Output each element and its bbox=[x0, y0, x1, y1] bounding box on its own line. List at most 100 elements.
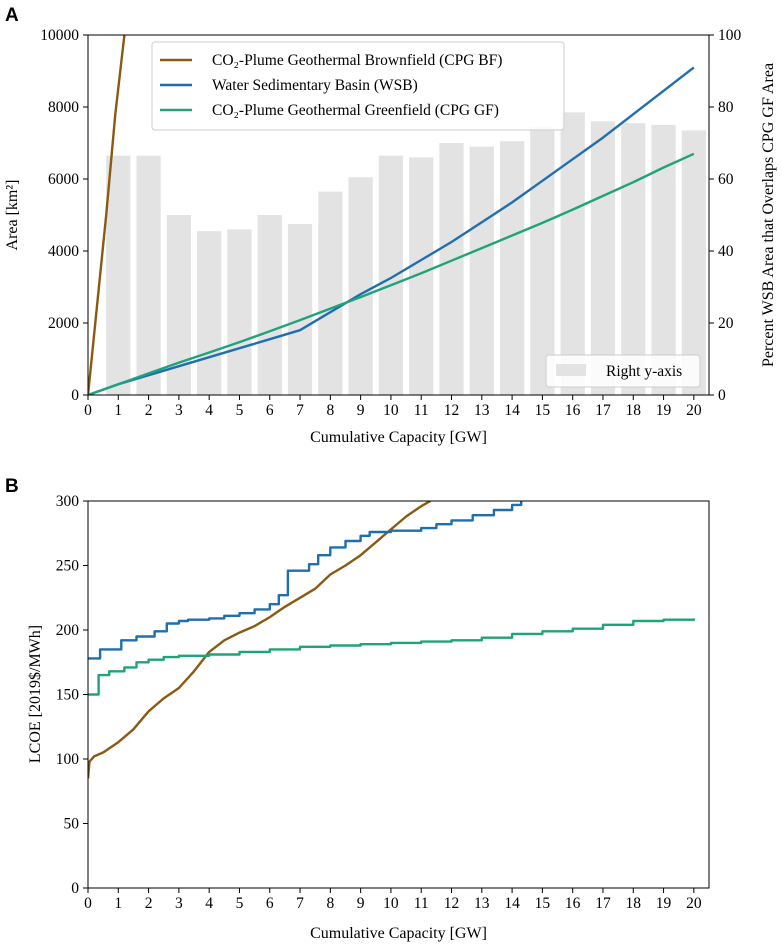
line-cpg-bf-b bbox=[88, 501, 431, 779]
b-ytick-label: 150 bbox=[56, 687, 80, 704]
bar-overlap-15 bbox=[530, 126, 555, 396]
b-xtick-label: 8 bbox=[326, 895, 334, 912]
legend-label-cpg-bf: CO₂-Plume Geothermal Brownfield (CPG BF) bbox=[212, 52, 502, 69]
bar-overlap-10 bbox=[378, 155, 404, 395]
a-ytick-label: 4000 bbox=[48, 243, 79, 260]
bar-overlap-12 bbox=[439, 143, 464, 395]
legend-box-a bbox=[151, 41, 565, 131]
a-xtick-label: 0 bbox=[84, 402, 92, 419]
panel-label-b: B bbox=[5, 476, 19, 497]
chart-area-panel-a: 0 1 2 3 4 5 6 7 8 9 10 11 12 13 14 15 16 17 18 19 20 0200040… bbox=[4, 27, 777, 446]
y-axis-ticks-b: 0 50 100 150 200 250 300 bbox=[56, 493, 88, 897]
legend-a: CO₂-Plume Geothermal Brownfield (CPG BF)… bbox=[151, 41, 565, 131]
a-xtick-label: 8 bbox=[326, 402, 334, 419]
b-xtick-label: 19 bbox=[656, 895, 672, 912]
y-axis-right-ticks-a: 0 20 40 60 80 100 bbox=[709, 27, 742, 404]
bar-overlap-16 bbox=[560, 112, 585, 396]
b-xtick-label: 3 bbox=[175, 895, 183, 912]
a-ytick-label: 2000 bbox=[48, 315, 79, 332]
a-xtick-label: 5 bbox=[236, 402, 244, 419]
plot-frame-b bbox=[87, 500, 710, 889]
b-xtick-label: 18 bbox=[626, 895, 642, 912]
a-ytick-right-label: 80 bbox=[718, 99, 734, 116]
bar-overlap-6 bbox=[257, 215, 282, 395]
b-xtick-label: 2 bbox=[145, 895, 153, 912]
legend-label-bars: Right y-axis bbox=[606, 363, 682, 380]
a-ytick-right-label: 60 bbox=[718, 171, 734, 188]
bar-overlap-14 bbox=[499, 141, 525, 395]
legend-bars-a: Right y-axis bbox=[545, 354, 701, 388]
b-xtick-label: 6 bbox=[266, 895, 274, 912]
chart-area-panel-b: 0 1 2 3 4 5 6 7 8 9 10 11 12 13 14 15 16 17 18 19 20 0501001… bbox=[27, 493, 710, 942]
bar-overlap-19 bbox=[651, 125, 676, 395]
y-axis-label-a: Area [km²] bbox=[4, 180, 21, 251]
b-xtick-label: 1 bbox=[114, 895, 122, 912]
x-axis-ticks-a: 0 1 2 3 4 5 6 7 8 9 10 11 12 13 14 15 16 17 18 19 20 bbox=[84, 395, 702, 419]
bar-overlap-17 bbox=[590, 121, 616, 396]
b-ytick-label: 300 bbox=[56, 493, 80, 510]
a-ytick-right-label: 20 bbox=[718, 315, 734, 332]
x-axis-label-a: Cumulative Capacity [GW] bbox=[310, 429, 487, 446]
b-xtick-label: 15 bbox=[535, 895, 551, 912]
bar-series-overlap bbox=[106, 112, 706, 396]
a-xtick-label: 20 bbox=[686, 402, 702, 419]
x-axis-label-b: Cumulative Capacity [GW] bbox=[310, 925, 487, 942]
a-xtick-label: 19 bbox=[656, 402, 672, 419]
bar-overlap-7 bbox=[287, 224, 313, 395]
a-ytick-right-label: 100 bbox=[718, 27, 742, 44]
bar-overlap-4 bbox=[197, 231, 222, 395]
bar-overlap-1 bbox=[106, 155, 131, 395]
b-xtick-label: 17 bbox=[595, 895, 611, 912]
b-ytick-label: 100 bbox=[56, 751, 80, 768]
y-axis-ticks-a: 0 2000 4000 6000 8000 10000 bbox=[40, 27, 88, 404]
line-cpg-gf-a bbox=[88, 152, 695, 395]
a-ytick-label: 0 bbox=[71, 387, 79, 404]
b-xtick-label: 11 bbox=[414, 895, 429, 912]
bar-overlap-2 bbox=[136, 155, 161, 395]
x-axis-ticks-b: 0 1 2 3 4 5 6 7 8 9 10 11 12 13 14 15 16 17 18 19 20 bbox=[84, 888, 702, 912]
a-xtick-label: 15 bbox=[535, 402, 551, 419]
b-xtick-label: 16 bbox=[565, 895, 581, 912]
panel-label-a: A bbox=[5, 5, 19, 26]
line-series-group-b bbox=[88, 501, 696, 779]
a-xtick-label: 16 bbox=[565, 402, 581, 419]
b-xtick-label: 9 bbox=[357, 895, 365, 912]
b-ytick-label: 0 bbox=[71, 880, 79, 897]
a-xtick-label: 18 bbox=[626, 402, 642, 419]
line-series-group-a bbox=[88, 35, 695, 395]
a-xtick-label: 14 bbox=[504, 402, 520, 419]
line-wsb-b bbox=[88, 501, 523, 660]
a-xtick-label: 10 bbox=[383, 402, 399, 419]
b-ytick-label: 50 bbox=[64, 816, 80, 833]
a-ytick-right-label: 0 bbox=[718, 387, 726, 404]
a-xtick-label: 13 bbox=[474, 402, 490, 419]
a-ytick-label: 8000 bbox=[48, 99, 79, 116]
a-xtick-label: 9 bbox=[357, 402, 365, 419]
b-xtick-label: 14 bbox=[504, 895, 520, 912]
b-xtick-label: 10 bbox=[383, 895, 399, 912]
bar-overlap-5 bbox=[227, 229, 252, 395]
a-xtick-label: 17 bbox=[595, 402, 611, 419]
legend-swatch-bars bbox=[556, 364, 586, 376]
bar-overlap-20 bbox=[681, 130, 706, 395]
b-xtick-label: 13 bbox=[474, 895, 490, 912]
a-ytick-right-label: 40 bbox=[718, 243, 734, 260]
a-xtick-label: 1 bbox=[114, 402, 122, 419]
a-xtick-label: 6 bbox=[266, 402, 274, 419]
plot-frame-a bbox=[87, 34, 710, 396]
legend-label-cpg-gf: CO₂-Plume Geothermal Greenfield (CPG GF) bbox=[212, 102, 499, 119]
b-xtick-label: 12 bbox=[444, 895, 460, 912]
legend-box-bars bbox=[545, 354, 701, 388]
b-xtick-label: 20 bbox=[686, 895, 702, 912]
line-cpg-gf-b bbox=[88, 618, 696, 696]
a-xtick-label: 2 bbox=[145, 402, 153, 419]
b-xtick-label: 7 bbox=[296, 895, 304, 912]
a-xtick-label: 3 bbox=[175, 402, 183, 419]
line-wsb-a bbox=[88, 66, 695, 395]
bar-overlap-9 bbox=[348, 177, 373, 395]
line-cpg-bf-a bbox=[88, 35, 126, 395]
b-ytick-label: 200 bbox=[56, 622, 80, 639]
b-ytick-label: 250 bbox=[56, 558, 80, 575]
a-ytick-label: 6000 bbox=[48, 171, 79, 188]
